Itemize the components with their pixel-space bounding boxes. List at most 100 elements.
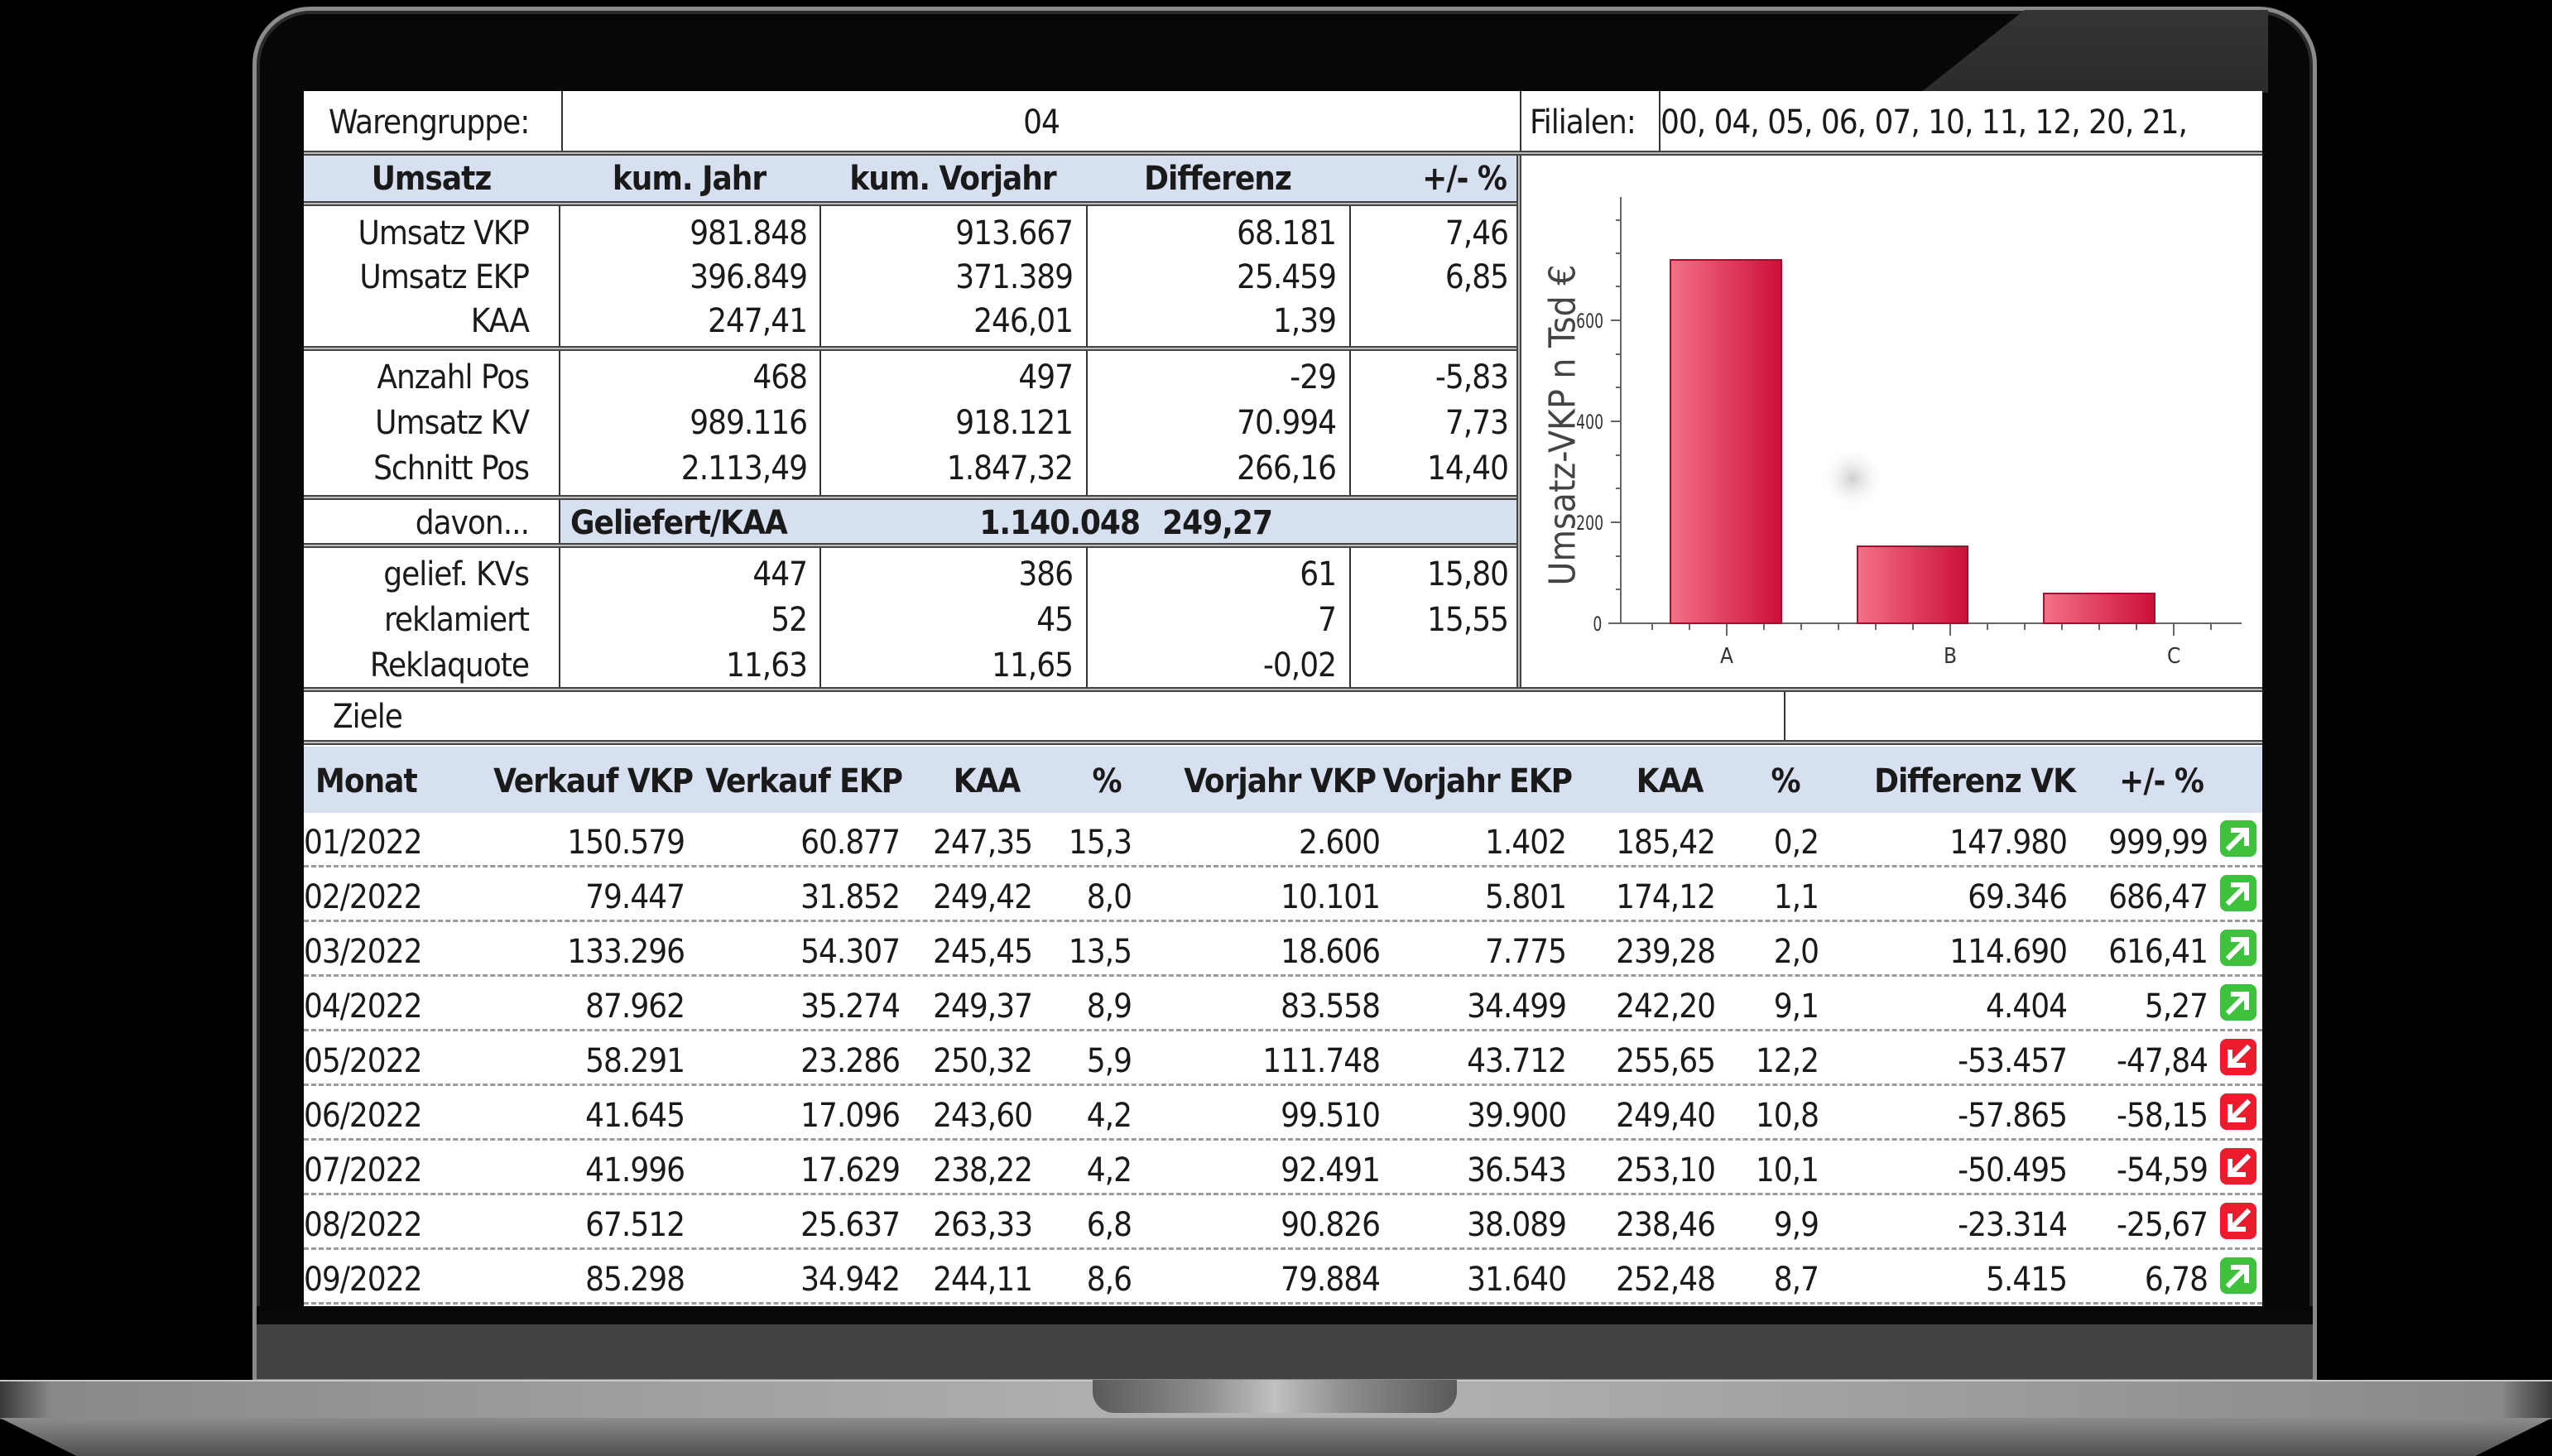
cell-verkauf-ekp: 23.286 bbox=[800, 1042, 901, 1080]
table-row[interactable]: 09/2022 85.298 34.942 244,11 8,6 79.884 … bbox=[304, 1250, 2262, 1305]
cell-differenz-vk: -53.457 bbox=[1958, 1042, 2068, 1080]
cell-vorjahr-vkp: 83.558 bbox=[1281, 987, 1381, 1026]
cell-kum-vorjahr: 913.667 bbox=[955, 214, 1074, 252]
summary-row: KAA 247,41 246,01 1,39 bbox=[304, 300, 1516, 344]
bar-c[interactable] bbox=[2043, 593, 2156, 624]
cell-vorjahr-kaa: 253,10 bbox=[1616, 1151, 1716, 1189]
cell-differenz-vk: -57.865 bbox=[1958, 1097, 2068, 1135]
table-row[interactable]: 03/2022 133.296 54.307 245,45 13,5 18.60… bbox=[304, 922, 2262, 977]
cell-month: 02/2022 bbox=[304, 878, 422, 916]
cell-kum-jahr: 247,41 bbox=[708, 302, 808, 340]
table-row[interactable]: 07/2022 41.996 17.629 238,22 4,2 92.491 … bbox=[304, 1141, 2262, 1195]
col-header-diff-pct: +/- % bbox=[2119, 762, 2204, 800]
cell-diff-pct: -58,15 bbox=[2117, 1097, 2208, 1135]
bar-b[interactable] bbox=[1857, 545, 1968, 624]
cell-vorjahr-vkp: 18.606 bbox=[1281, 933, 1381, 971]
cell-vorjahr-pct: 1,1 bbox=[1773, 878, 1819, 916]
cell-differenz-vk: -23.314 bbox=[1958, 1206, 2068, 1244]
table-row[interactable]: 05/2022 58.291 23.286 250,32 5,9 111.748… bbox=[304, 1031, 2262, 1086]
cell-kum-vorjahr: 497 bbox=[1018, 358, 1074, 396]
report-screen: Warengruppe: 04 Filialen: 00, 04, 05, 06… bbox=[304, 91, 2262, 1306]
filialen-field[interactable]: 00, 04, 05, 06, 07, 10, 11, 12, 20, 21, bbox=[1660, 103, 2188, 142]
cell-vorjahr-kaa: 249,40 bbox=[1616, 1097, 1716, 1135]
ziele-label: Ziele bbox=[333, 698, 403, 736]
col-header-verkauf-vkp: Verkauf VKP bbox=[493, 762, 694, 800]
summary-row: reklamiert 52 45 7 15,55 bbox=[304, 597, 1516, 642]
cell-pct: 8,9 bbox=[1086, 987, 1132, 1026]
col-header-kum-jahr: kum. Jahr bbox=[612, 160, 767, 198]
col-divider bbox=[1086, 548, 1088, 690]
trend-up-arrow-icon bbox=[2220, 984, 2256, 1021]
panel-divider bbox=[1516, 156, 1521, 687]
cell-vorjahr-vkp: 10.101 bbox=[1281, 878, 1381, 916]
cell-pct: -5,83 bbox=[1435, 358, 1509, 396]
col-divider bbox=[1784, 692, 1785, 740]
table-row[interactable]: 02/2022 79.447 31.852 249,42 8,0 10.101 … bbox=[304, 867, 2262, 922]
cell-kaa: 247,35 bbox=[933, 824, 1033, 862]
chart-ylabel: Umsatz-VKP n Tsd € bbox=[1541, 264, 1584, 586]
cell-vorjahr-ekp: 7.775 bbox=[1485, 933, 1567, 971]
cell-pct: 6,8 bbox=[1086, 1206, 1132, 1244]
table-row[interactable]: 08/2022 67.512 25.637 263,33 6,8 90.826 … bbox=[304, 1195, 2262, 1250]
divider bbox=[304, 687, 2262, 692]
cell-verkauf-vkp: 41.996 bbox=[585, 1151, 685, 1189]
cell-diff-pct: 686,47 bbox=[2108, 878, 2208, 916]
cell-verkauf-vkp: 79.447 bbox=[585, 878, 685, 916]
cell-verkauf-vkp: 133.296 bbox=[567, 933, 685, 971]
col-header-vorjahr-vkp: Vorjahr VKP bbox=[1184, 762, 1377, 800]
summary-row: Umsatz VKP 981.848 913.667 68.181 7,46 bbox=[304, 212, 1516, 256]
col-divider bbox=[559, 548, 560, 690]
trend-up-arrow-icon bbox=[2220, 820, 2256, 857]
cell-vorjahr-vkp: 111.748 bbox=[1262, 1042, 1381, 1080]
cell-vorjahr-ekp: 36.543 bbox=[1467, 1151, 1567, 1189]
cell-differenz: 7 bbox=[1318, 601, 1337, 639]
col-divider bbox=[1349, 206, 1351, 348]
col-divider bbox=[1086, 206, 1088, 348]
col-header-kaa: KAA bbox=[953, 762, 1021, 800]
cell-vorjahr-pct: 9,9 bbox=[1773, 1206, 1819, 1244]
filter-row: Warengruppe: 04 Filialen: 00, 04, 05, 06… bbox=[304, 91, 2262, 152]
cell-kaa: 245,45 bbox=[933, 933, 1033, 971]
cell-diff-pct: -54,59 bbox=[2117, 1151, 2208, 1189]
kaa-value: 249,27 bbox=[1162, 504, 1273, 542]
cell-vorjahr-pct: 12,2 bbox=[1755, 1042, 1819, 1080]
divider bbox=[304, 740, 2262, 745]
davon-row: davon... Geliefert/KAA 1.140.048 249,27 bbox=[304, 500, 1516, 543]
cell-kum-jahr: 468 bbox=[752, 358, 808, 396]
bar-a[interactable] bbox=[1670, 259, 1782, 624]
summary-row: Reklaquote 11,63 11,65 -0,02 bbox=[304, 642, 1516, 688]
warengruppe-field[interactable]: 04 bbox=[1023, 103, 1060, 142]
cell-verkauf-vkp: 85.298 bbox=[585, 1261, 685, 1299]
cell-pct: 14,40 bbox=[1427, 449, 1509, 488]
table-row[interactable]: 04/2022 87.962 35.274 249,37 8,9 83.558 … bbox=[304, 977, 2262, 1031]
bar-chart-svg bbox=[1608, 197, 2242, 636]
cell-vorjahr-pct: 10,1 bbox=[1755, 1151, 1819, 1189]
table-row[interactable]: 01/2022 150.579 60.877 247,35 15,3 2.600… bbox=[304, 813, 2262, 867]
cell-verkauf-ekp: 17.629 bbox=[800, 1151, 901, 1189]
row-label: Schnitt Pos bbox=[373, 449, 530, 488]
cell-verkauf-ekp: 60.877 bbox=[800, 824, 901, 862]
col-header-monat: Monat bbox=[315, 762, 418, 800]
trend-down-arrow-icon bbox=[2220, 1039, 2256, 1075]
cell-vorjahr-ekp: 5.801 bbox=[1485, 878, 1567, 916]
cell-kaa: 243,60 bbox=[933, 1097, 1033, 1135]
cell-month: 05/2022 bbox=[304, 1042, 422, 1080]
col-header-kum-vorjahr: kum. Vorjahr bbox=[849, 160, 1056, 198]
col-divider bbox=[1086, 351, 1088, 495]
cell-diff-pct: 999,99 bbox=[2108, 824, 2208, 862]
table-row[interactable]: 06/2022 41.645 17.096 243,60 4,2 99.510 … bbox=[304, 1086, 2262, 1141]
ziele-row: Ziele bbox=[304, 692, 2262, 740]
divider bbox=[304, 495, 1516, 500]
cell-differenz: 25.459 bbox=[1237, 258, 1337, 296]
col-divider bbox=[1349, 548, 1351, 690]
warengruppe-label: Warengruppe: bbox=[304, 91, 563, 152]
cell-diff-pct: -25,67 bbox=[2117, 1206, 2208, 1244]
cell-verkauf-ekp: 54.307 bbox=[800, 933, 901, 971]
cell-verkauf-ekp: 17.096 bbox=[800, 1097, 901, 1135]
cell-vorjahr-ekp: 43.712 bbox=[1467, 1042, 1567, 1080]
cell-kaa: 244,11 bbox=[933, 1261, 1033, 1299]
col-header-umsatz: Umsatz bbox=[371, 160, 493, 198]
cell-diff-pct: 5,27 bbox=[2144, 987, 2208, 1026]
cell-verkauf-ekp: 31.852 bbox=[800, 878, 901, 916]
cell-vorjahr-pct: 0,2 bbox=[1773, 824, 1819, 862]
